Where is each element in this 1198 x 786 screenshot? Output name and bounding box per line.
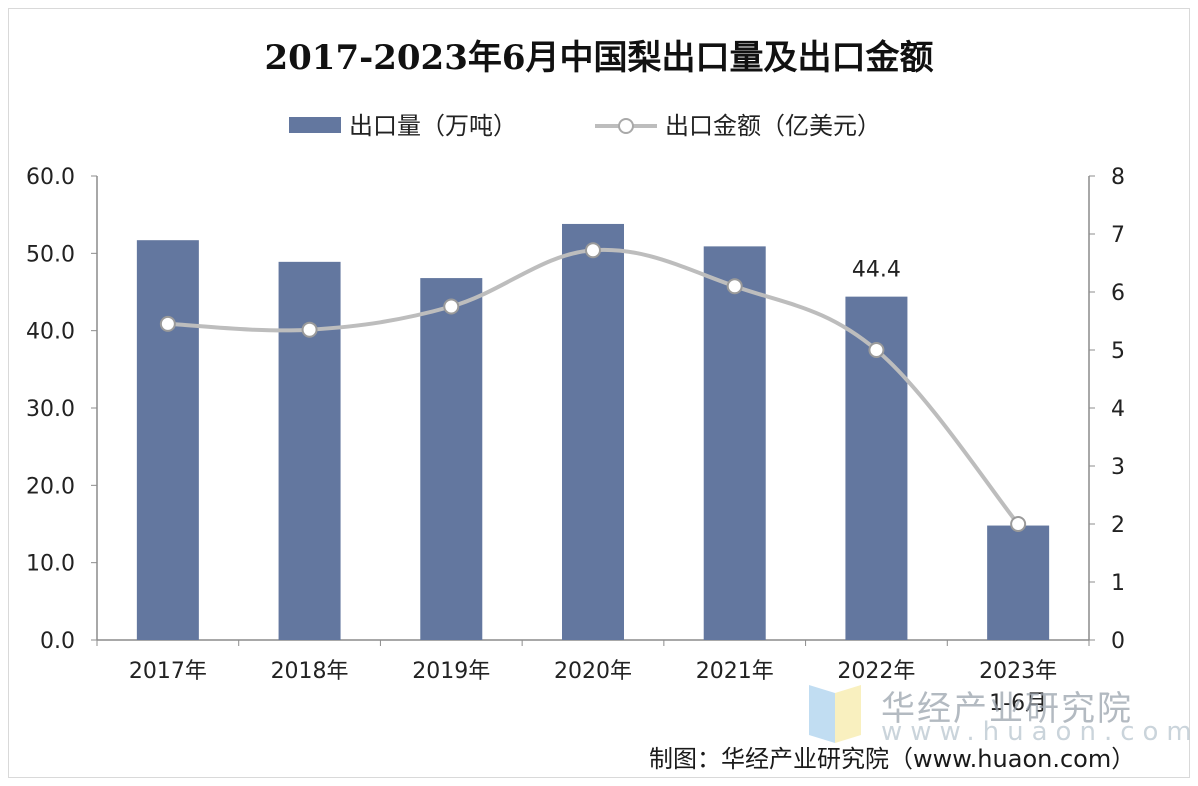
watermark-url: www.huaon.com [881,717,1198,747]
bar-2023年 [987,525,1050,640]
legend-label-value: 出口金额（亿美元） [665,112,881,140]
y-left-tick-label: 50.0 [26,242,75,267]
x-tick-label: 2018年 [271,659,349,684]
bar-2018年 [278,261,341,640]
line-point-2019年 [443,298,460,315]
y-left-tick-label: 0.0 [40,629,75,654]
line-point-2021年 [726,278,743,295]
y-right-tick-label: 2 [1111,513,1125,538]
y-left-tick-label: 20.0 [26,474,75,499]
x-tick-label: 2021年 [696,659,774,684]
data-label: 44.4 [852,258,901,283]
y-right-tick-label: 5 [1111,339,1125,364]
bar-2021年 [703,246,766,640]
x-tick-sublabel: 1-6月 [989,691,1047,716]
y-left-tick-label: 30.0 [26,397,75,422]
x-tick-label: 2020年 [554,659,632,684]
x-tick-label: 2019年 [412,659,490,684]
bar-2019年 [420,278,483,640]
line-point-2018年 [301,321,318,338]
legend-swatch-volume [289,117,341,133]
x-tick-label: 2023年 [979,659,1057,684]
chart-title: 2017-2023年6月中国梨出口量及出口金额 [264,38,933,78]
y-right-tick-label: 4 [1111,397,1125,422]
bar-2017年 [136,240,199,641]
line-point-2017年 [159,315,176,332]
y-left-tick-label: 40.0 [26,320,75,345]
legend-marker-value [618,118,634,134]
y-left-tick-label: 60.0 [26,165,75,190]
x-tick-label: 2017年 [129,659,207,684]
x-tick-label: 2022年 [837,659,915,684]
chart-credit: 制图：华经产业研究院（www.huaon.com） [649,745,1136,773]
watermark-text: 华经产业研究院 [881,689,1133,729]
bar-2020年 [562,223,624,641]
watermark-logo [809,685,861,743]
y-right-tick-label: 7 [1111,223,1125,248]
chart-frame: 2017-2023年6月中国梨出口量及出口金额出口量（万吨） 出口金额（亿美元） 0… [8,8,1192,778]
y-right-tick-label: 0 [1111,629,1125,654]
line-point-2022年 [868,342,885,358]
legend-label-volume: 出口量（万吨） [349,112,517,140]
y-right-tick-label: 1 [1111,571,1125,596]
y-right-tick-label: 6 [1111,281,1125,306]
line-point-2020年 [585,242,601,259]
y-left-tick-label: 10.0 [26,552,75,577]
y-right-tick-label: 3 [1111,455,1125,480]
line-point-2023年 [1010,516,1027,532]
y-right-tick-label: 8 [1111,165,1125,190]
